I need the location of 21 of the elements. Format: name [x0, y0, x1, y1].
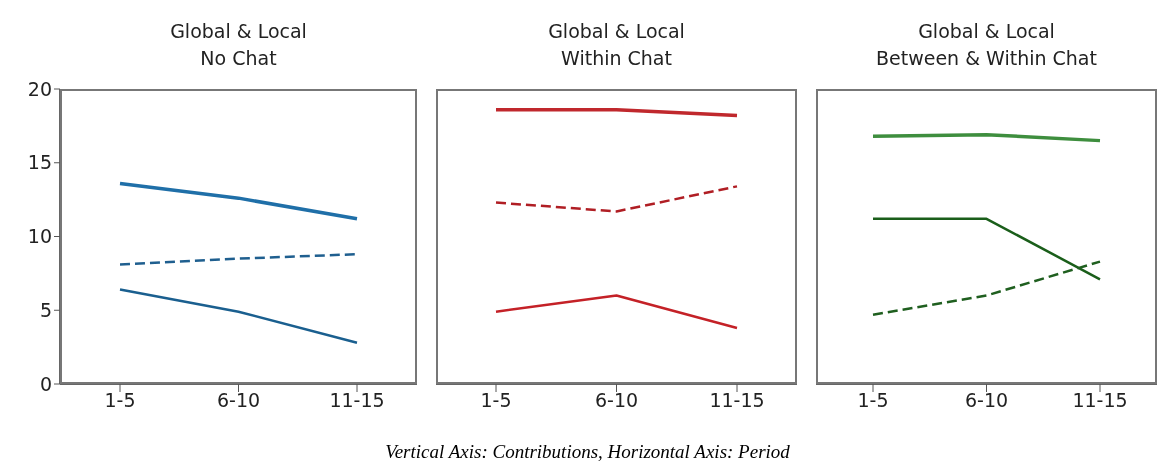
x-tick-label: 11-15	[1072, 389, 1128, 412]
chart-subtitle: No Chat	[199, 46, 278, 71]
chart-title: Global & Local	[169, 19, 308, 44]
y-tick-label: 15	[27, 151, 52, 174]
x-tick-label: 6-10	[964, 389, 1009, 412]
chart-title: Global & Local	[917, 19, 1056, 44]
x-tick-label: 1-5	[480, 389, 512, 412]
chart-subtitle: Between & Within Chat	[875, 46, 1098, 71]
y-tick-label: 10	[27, 225, 52, 248]
chart-title: Global & Local	[547, 19, 686, 44]
chart-subtitle: Within Chat	[560, 46, 673, 71]
x-tick-label: 1-5	[857, 389, 889, 412]
y-tick-label: 5	[39, 298, 52, 321]
y-tick-label: 20	[27, 77, 52, 100]
text: Vertical Axis: Contributions, Horizontal Axis: Period	[384, 441, 791, 463]
x-tick-label: 11-15	[709, 389, 765, 412]
x-tick-label: 11-15	[329, 389, 385, 412]
y-tick-label: 0	[39, 372, 52, 395]
x-tick-label: 6-10	[594, 389, 639, 412]
x-tick-label: 6-10	[216, 389, 261, 412]
x-tick-label: 1-5	[104, 389, 136, 412]
